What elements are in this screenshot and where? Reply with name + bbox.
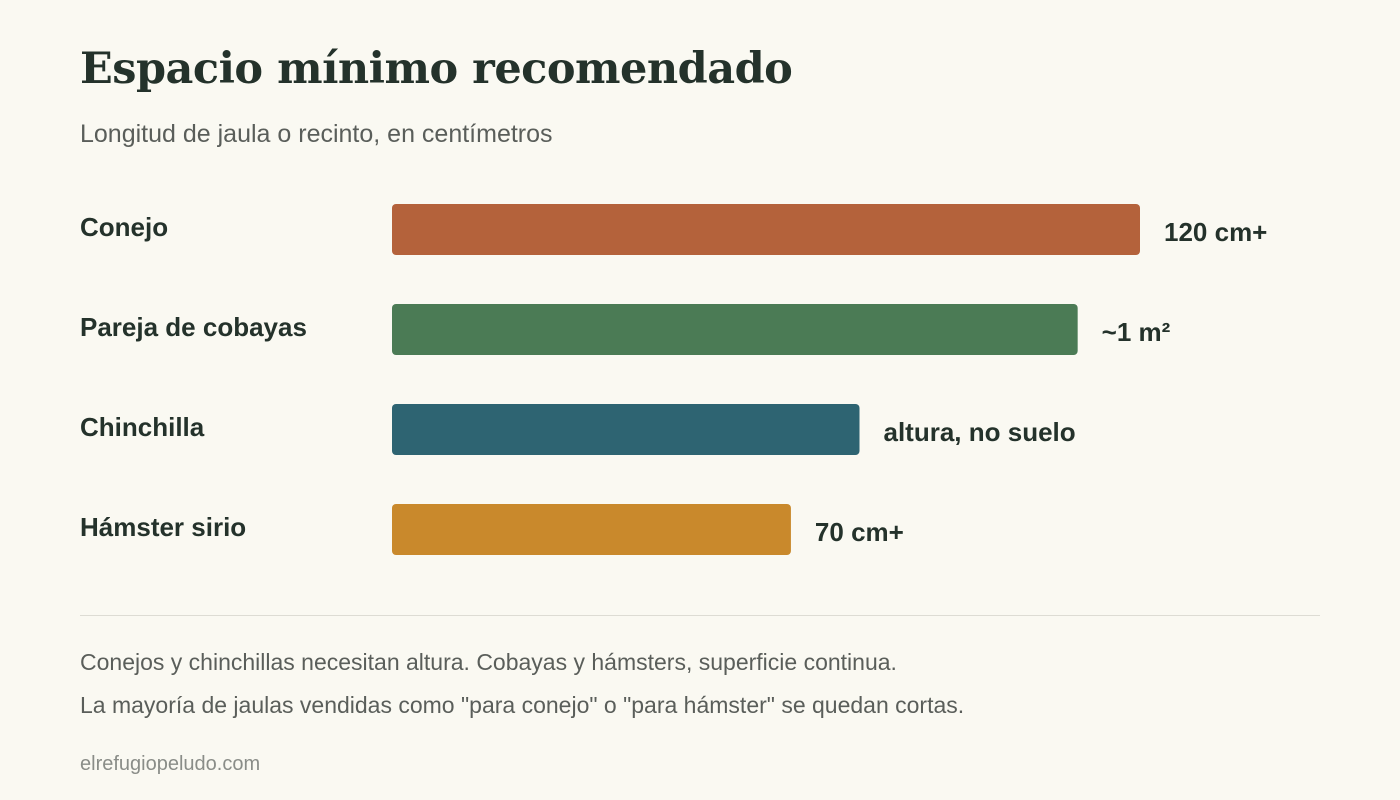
bar-value-label: ~1 m² xyxy=(1102,317,1171,347)
divider xyxy=(80,615,1320,616)
footnote-line-1: Conejos y chinchillas necesitan altura. … xyxy=(80,649,897,675)
bar-chart: Conejo 120 cm+ Pareja de cobayas ~1 m² Chinc… xyxy=(80,204,1267,555)
bar xyxy=(392,504,791,555)
bar xyxy=(392,304,1078,355)
bar xyxy=(392,204,1140,255)
bar xyxy=(392,404,860,455)
category-label: Pareja de cobayas xyxy=(80,312,307,342)
category-label: Chinchilla xyxy=(80,412,205,442)
bar-value-label: 120 cm+ xyxy=(1164,217,1267,247)
category-label: Conejo xyxy=(80,212,168,242)
source-credit: elrefugiopeludo.com xyxy=(80,753,261,775)
bar-value-label: 70 cm+ xyxy=(815,517,904,547)
bar-value-label: altura, no suelo xyxy=(884,417,1076,447)
chart-title: Espacio mínimo recomendado xyxy=(80,44,793,94)
footnote-line-2: La mayoría de jaulas vendidas como "para… xyxy=(80,692,965,718)
chart-subtitle: Longitud de jaula o recinto, en centímet… xyxy=(80,120,553,148)
category-label: Hámster sirio xyxy=(80,512,246,542)
